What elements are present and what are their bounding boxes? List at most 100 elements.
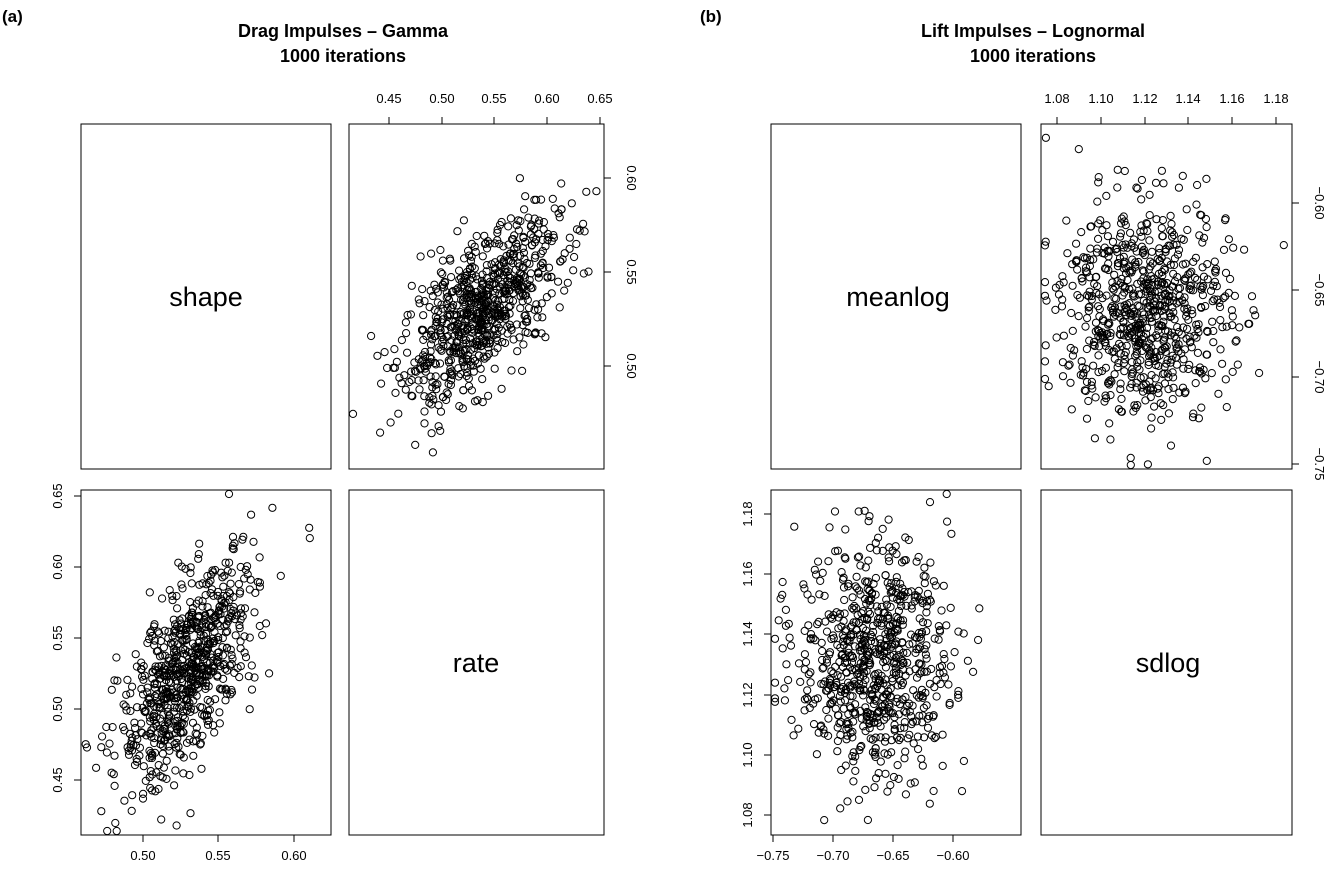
scatter-point: [202, 679, 211, 688]
scatter-point: [1166, 211, 1175, 220]
scatter-point: [200, 615, 209, 625]
scatter-point: [884, 553, 893, 562]
scatter-point: [427, 429, 436, 438]
scatter-point: [845, 652, 854, 661]
scatter-point: [863, 615, 872, 624]
scatter-point: [907, 601, 916, 610]
scatter-point: [138, 794, 148, 803]
scatter-point: [473, 295, 482, 304]
scatter-point: [455, 266, 464, 275]
scatter-point: [806, 678, 815, 687]
scatter-point: [158, 685, 167, 694]
scatter-point: [837, 765, 846, 775]
scatter-point: [1173, 323, 1182, 332]
scatter-point: [230, 668, 239, 678]
scatter-point: [837, 672, 846, 681]
scatter-point: [1179, 355, 1188, 364]
scatter-point: [105, 739, 114, 748]
panel-a-scatter-top-right-points: [348, 174, 601, 457]
scatter-point: [192, 618, 201, 627]
scatter-point: [253, 577, 262, 587]
scatter-point: [833, 736, 843, 746]
scatter-point: [476, 316, 485, 325]
scatter-point: [255, 621, 264, 631]
scatter-point: [435, 359, 445, 368]
scatter-point: [1100, 338, 1109, 347]
scatter-point: [871, 744, 880, 753]
scatter-point: [1213, 295, 1222, 304]
scatter-point: [909, 686, 918, 695]
scatter-point: [885, 557, 894, 566]
scatter-point: [485, 239, 494, 248]
scatter-point: [215, 719, 224, 728]
scatter-point: [1094, 178, 1103, 187]
scatter-point: [236, 609, 246, 618]
scatter-point: [880, 700, 890, 709]
scatter-point: [555, 303, 564, 312]
scatter-point: [189, 751, 198, 760]
scatter-point: [1136, 373, 1145, 382]
scatter-point: [824, 714, 833, 723]
scatter-point: [1185, 360, 1194, 369]
scatter-point: [137, 684, 146, 694]
scatter-point: [112, 653, 121, 662]
scatter-point: [214, 635, 223, 645]
scatter-point: [1121, 221, 1130, 230]
scatter-point: [187, 665, 196, 674]
scatter-point: [824, 731, 833, 741]
scatter-point: [796, 677, 805, 687]
scatter-point: [1076, 370, 1085, 379]
scatter-point: [139, 675, 148, 684]
scatter-point: [235, 621, 244, 630]
scatter-point: [524, 213, 533, 222]
scatter-point: [475, 331, 484, 340]
scatter-point: [172, 648, 181, 657]
scatter-point: [110, 781, 119, 791]
scatter-point: [1120, 166, 1129, 176]
scatter-point: [878, 693, 887, 702]
scatter-point: [1145, 190, 1154, 199]
scatter-point: [871, 748, 880, 757]
scatter-point: [222, 685, 231, 695]
scatter-point: [247, 685, 257, 694]
scatter-point: [478, 279, 487, 288]
scatter-point: [377, 379, 386, 388]
scatter-point: [498, 295, 507, 304]
scatter-point: [818, 655, 827, 665]
scatter-point: [186, 809, 195, 818]
scatter-point: [912, 673, 922, 682]
scatter-point: [857, 646, 866, 655]
scatter-point: [1198, 291, 1208, 300]
scatter-point: [813, 620, 822, 629]
scatter-point: [512, 239, 521, 248]
scatter-point: [223, 666, 232, 675]
scatter-point: [143, 683, 152, 692]
scatter-point: [149, 622, 159, 631]
scatter-point: [225, 613, 234, 622]
scatter-point: [434, 422, 443, 431]
scatter-point: [938, 730, 947, 739]
panel-b-top-tick-label: 1.14: [1175, 91, 1200, 106]
scatter-point: [822, 705, 831, 715]
scatter-point: [1099, 316, 1108, 326]
scatter-point: [525, 259, 534, 268]
scatter-point: [121, 702, 130, 711]
scatter-point: [1068, 326, 1077, 335]
scatter-point: [192, 599, 201, 608]
scatter-point: [390, 345, 399, 354]
scatter-point: [935, 626, 944, 635]
scatter-point: [445, 254, 454, 263]
scatter-point: [410, 366, 419, 375]
scatter-point: [430, 280, 439, 289]
scatter-point: [931, 581, 940, 590]
scatter-point: [534, 219, 543, 228]
scatter-point: [557, 179, 566, 188]
scatter-point: [536, 261, 545, 270]
scatter-point: [250, 673, 259, 682]
scatter-point: [472, 287, 481, 296]
scatter-point: [1201, 374, 1210, 383]
scatter-point: [1085, 302, 1094, 311]
scatter-point: [520, 205, 529, 214]
scatter-point: [1114, 405, 1124, 414]
scatter-point: [840, 595, 849, 605]
